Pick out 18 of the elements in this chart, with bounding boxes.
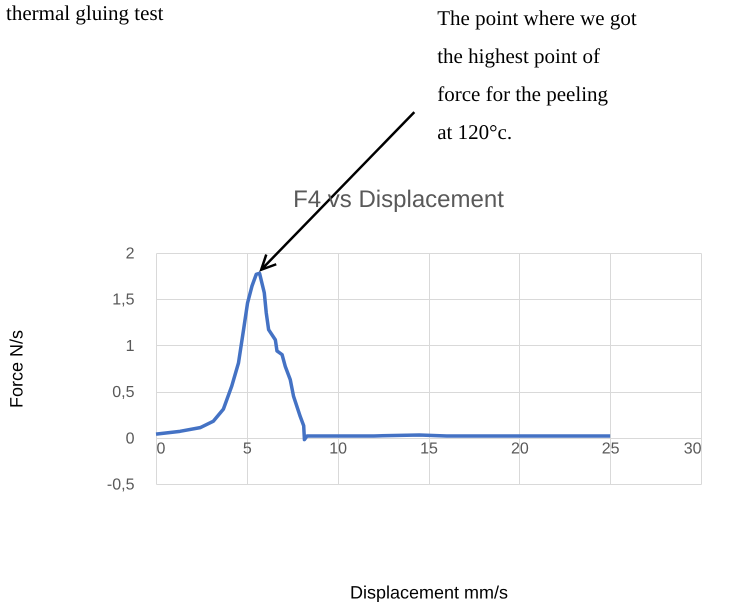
x-tick-label: 10: [329, 440, 348, 458]
x-tick-label: 30: [684, 440, 702, 458]
y-tick-label: 2: [126, 246, 135, 262]
y-tick-label: -0,5: [106, 476, 135, 494]
x-tick-label: 15: [420, 440, 438, 458]
x-tick-label: 5: [242, 440, 252, 458]
y-tick-label: 1: [126, 338, 135, 355]
x-tick-label: 0: [156, 440, 166, 458]
y-tick-label: 0,5: [112, 384, 135, 402]
y-tick-label: 1,5: [112, 292, 135, 309]
line-series: [154, 272, 612, 442]
x-tick-label: 25: [602, 440, 620, 458]
x-tick-label: 20: [510, 440, 529, 458]
y-axis-title: Force N/s: [6, 330, 26, 408]
chart-title: F4 vs Displacement: [293, 186, 504, 213]
text: thermal gluing test: [6, 1, 164, 25]
x-axis-title: Displacement mm/s: [350, 582, 508, 602]
annotation: The point where we got the highest point of force for the peeling at 120°c.: [437, 6, 637, 144]
